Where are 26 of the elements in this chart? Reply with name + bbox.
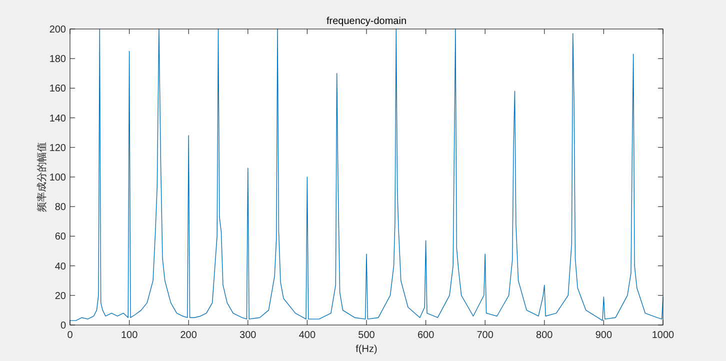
- y-tick-label: 200: [49, 24, 66, 36]
- x-tick-label: 300: [240, 330, 257, 341]
- x-tick-label: 500: [358, 330, 376, 341]
- x-tick-label: 800: [536, 330, 554, 341]
- x-tick-label: 100: [120, 330, 138, 341]
- y-tick-label: 140: [49, 113, 66, 124]
- x-tick-label: 1000: [652, 330, 675, 341]
- y-tick-label: 80: [54, 202, 66, 214]
- y-tick-label: 40: [54, 261, 66, 272]
- line-series: [70, 28, 664, 321]
- y-tick-label: 180: [49, 54, 66, 66]
- x-tick-label: 700: [476, 330, 494, 341]
- x-tick-label: 200: [180, 330, 198, 341]
- x-tick-label: 600: [417, 330, 435, 341]
- x-tick-label: 900: [595, 330, 612, 341]
- x-tick-label: 400: [298, 330, 316, 341]
- chart-title: frequency-domain: [326, 16, 407, 27]
- y-axis-title: 频率成分的幅值: [36, 142, 48, 212]
- y-tick-label: 160: [49, 84, 66, 95]
- y-tick-label: 60: [54, 232, 66, 243]
- y-tick-label: 0: [60, 320, 66, 332]
- y-tick-label: 20: [54, 290, 66, 302]
- x-axis-title: f(Hz): [356, 344, 378, 355]
- x-tick-label: 0: [67, 330, 74, 341]
- y-tick-label: 100: [49, 172, 66, 184]
- y-tick-label: 120: [49, 142, 66, 154]
